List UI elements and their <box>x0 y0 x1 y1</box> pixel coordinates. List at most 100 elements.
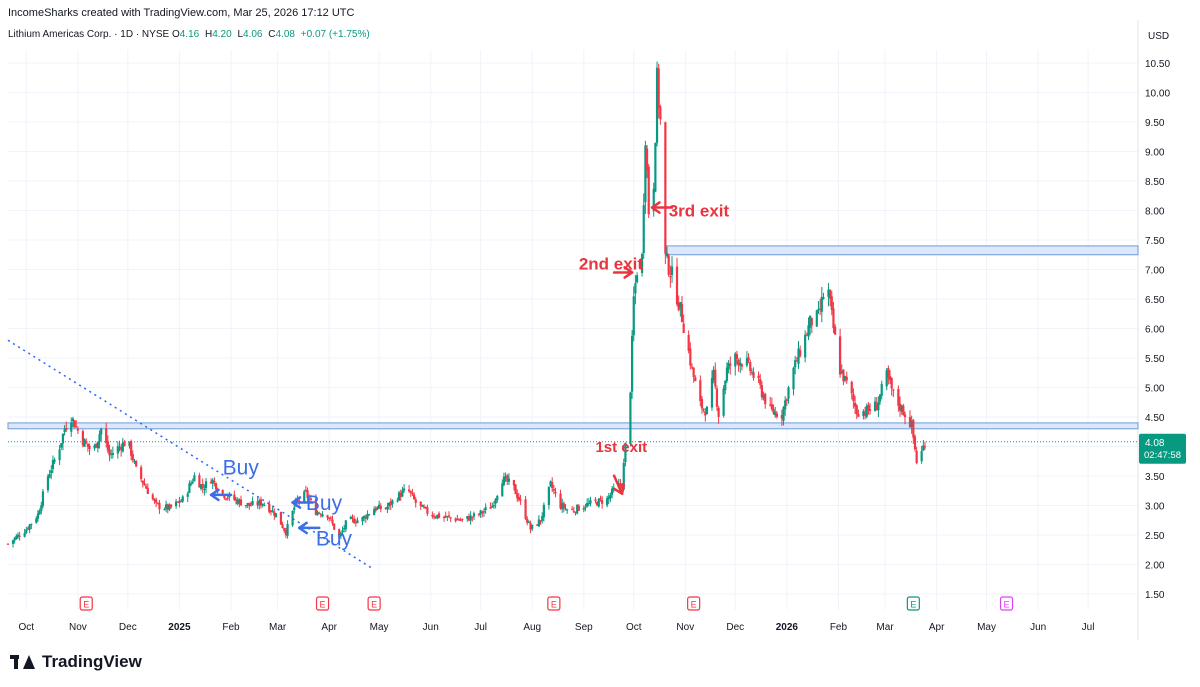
candle-body <box>83 439 86 447</box>
candle-body <box>747 357 750 361</box>
candle-body <box>214 483 218 490</box>
candle-body <box>734 353 737 367</box>
candle-body <box>655 67 659 143</box>
candle-body <box>611 488 614 495</box>
candle-body <box>364 516 367 519</box>
candle-body <box>96 441 99 449</box>
candle-body <box>118 446 121 448</box>
candle-body <box>121 442 124 452</box>
price-tick-label: 7.00 <box>1145 266 1165 277</box>
candle-body <box>258 500 261 506</box>
candle-body <box>234 499 238 501</box>
time-tick-label: Jun <box>423 622 439 633</box>
candle-body <box>351 517 354 519</box>
candle-body <box>397 492 401 501</box>
candle-body <box>363 516 366 519</box>
candle-body <box>199 484 203 489</box>
candle-body <box>622 463 625 490</box>
candle-body <box>667 255 670 275</box>
time-tick-label: Nov <box>69 622 87 633</box>
time-tick-label: 2025 <box>168 622 191 633</box>
price-tick-label: 3.50 <box>1145 472 1165 483</box>
candle-body <box>469 515 472 521</box>
candle-body <box>105 428 108 444</box>
candle-body <box>699 380 702 402</box>
candle-body <box>6 543 10 545</box>
candle-body <box>769 404 772 406</box>
candle-body <box>710 378 714 408</box>
candle-body <box>221 489 224 494</box>
candle-body <box>426 507 429 514</box>
buy-arrow-head <box>291 496 302 509</box>
candle-body <box>174 501 178 507</box>
candle-body <box>712 369 715 381</box>
candle-body <box>53 459 56 462</box>
candle-body <box>100 428 103 435</box>
candle-body <box>504 476 507 478</box>
candle-body <box>892 389 895 391</box>
candle-body <box>799 350 802 357</box>
candle-body <box>155 499 158 503</box>
candle-body <box>654 143 657 192</box>
candle-body <box>624 442 627 463</box>
candle-body <box>401 490 404 497</box>
candle-body <box>501 483 504 497</box>
candle-body <box>176 501 179 503</box>
candle-body <box>549 481 552 486</box>
candle-body <box>436 514 439 519</box>
candle-body <box>829 290 832 299</box>
time-tick-label: Mar <box>269 622 287 633</box>
candle-body <box>168 504 171 510</box>
exit-annotation-label: 1st exit <box>595 439 647 456</box>
candle-body <box>298 500 301 502</box>
candle-body <box>784 400 787 410</box>
candle-body <box>153 499 156 501</box>
candle-body <box>620 484 624 489</box>
time-tick-label: Jun <box>1030 622 1046 633</box>
candle-body <box>414 499 417 503</box>
candle-body <box>116 446 119 454</box>
candle-body <box>239 499 243 506</box>
candle-body <box>343 528 346 530</box>
candle-body <box>915 451 918 464</box>
candle-body <box>338 529 341 538</box>
candle-body <box>158 502 161 510</box>
candle-body <box>98 434 101 443</box>
candle-body <box>817 309 820 311</box>
candle-body <box>527 521 530 523</box>
candle-body <box>319 514 322 516</box>
candle-body <box>18 535 21 537</box>
candle-body <box>682 323 685 334</box>
price-tick-label: 10.50 <box>1145 59 1170 70</box>
candle-body <box>745 358 749 366</box>
candle-body <box>81 431 84 446</box>
price-tick-label: 4.50 <box>1145 413 1165 424</box>
candle-body <box>785 399 788 401</box>
candle-body <box>635 275 639 283</box>
candle-body <box>868 409 872 411</box>
time-tick-label: Apr <box>929 622 945 633</box>
price-tick-label: 1.50 <box>1145 590 1165 601</box>
candle-body <box>189 483 193 485</box>
candle-body <box>201 483 204 489</box>
candle-body <box>389 501 392 506</box>
candle-body <box>843 376 847 380</box>
candle-body <box>714 369 717 387</box>
high-label: H <box>204 29 213 40</box>
candle-body <box>246 503 249 506</box>
candle-body <box>842 369 845 382</box>
candle-body <box>76 428 79 431</box>
buy-annotation-label: Buy <box>316 527 353 550</box>
earnings-marker-label: E <box>83 600 89 610</box>
candle-body <box>50 470 53 474</box>
candle-body <box>71 418 75 422</box>
time-tick-label: Aug <box>523 622 541 633</box>
candle-body <box>855 405 858 415</box>
tradingview-logo[interactable]: TradingView <box>10 652 142 672</box>
candle-body <box>586 503 589 507</box>
candle-body <box>760 385 763 398</box>
time-tick-label: Dec <box>726 622 744 633</box>
candle-body <box>494 499 497 504</box>
candle-body <box>442 517 446 519</box>
